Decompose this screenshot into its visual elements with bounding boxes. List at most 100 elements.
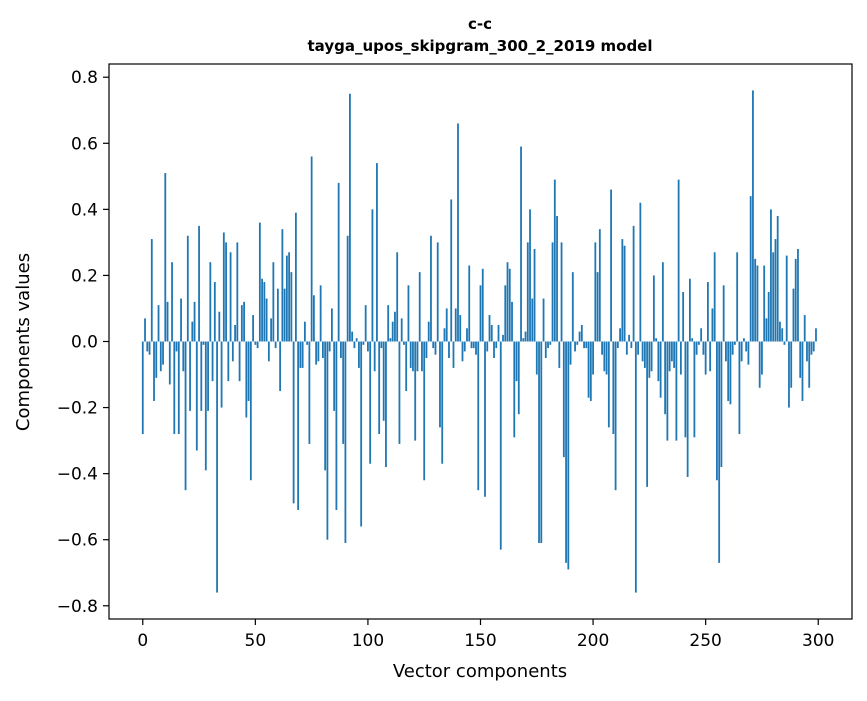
bar-53 (261, 278, 263, 342)
bar-295 (806, 341, 808, 362)
bar-52 (258, 222, 261, 342)
bar-207 (607, 341, 610, 428)
bar-264 (736, 252, 739, 342)
bar-76 (312, 295, 315, 342)
bar-289 (792, 288, 795, 342)
bar-269 (747, 341, 750, 365)
bar-226 (650, 341, 653, 372)
bar-85 (333, 341, 336, 411)
bar-50 (254, 341, 257, 345)
bar-284 (781, 328, 784, 342)
bar-276 (763, 265, 766, 342)
bar-133 (441, 341, 444, 464)
bar-211 (616, 341, 619, 349)
bar-147 (472, 341, 475, 349)
bar-5 (153, 341, 155, 401)
bar-112 (394, 311, 396, 342)
bar-98 (362, 341, 365, 345)
bar-283 (779, 321, 781, 342)
bar-189 (567, 341, 570, 570)
bar-69 (297, 341, 300, 510)
bar-296 (808, 341, 811, 388)
bar-159 (499, 341, 502, 550)
bar-108 (385, 341, 387, 468)
bar-292 (799, 341, 802, 378)
bar-261 (729, 341, 732, 405)
bar-199 (589, 341, 592, 401)
bar-102 (371, 209, 374, 342)
bar-128 (430, 235, 432, 342)
bar-158 (497, 324, 500, 342)
bar-2 (146, 341, 149, 352)
bar-140 (457, 123, 459, 342)
bar-234 (668, 341, 671, 372)
bar-194 (578, 331, 581, 342)
bar-49 (252, 315, 254, 342)
bar-179 (544, 341, 547, 359)
bar-21 (189, 341, 191, 411)
bar-68 (294, 212, 297, 342)
y-axis-label: Components values (13, 253, 34, 431)
bar-96 (358, 341, 360, 368)
bar-4 (150, 239, 153, 342)
bar-281 (774, 239, 777, 342)
bar-223 (643, 341, 646, 368)
bar-213 (621, 239, 624, 342)
bar-81 (324, 341, 327, 471)
bar-298 (812, 341, 815, 352)
bar-253 (711, 308, 714, 342)
bar-266 (740, 341, 743, 362)
bar-115 (400, 318, 403, 342)
bar-166 (515, 341, 518, 382)
bar-216 (628, 334, 630, 342)
bar-237 (675, 341, 678, 441)
bar-217 (630, 341, 633, 349)
bar-122 (416, 341, 419, 372)
bars-group (141, 90, 817, 593)
bar-20 (186, 235, 189, 342)
bar-168 (520, 146, 522, 342)
bar-246 (695, 341, 698, 355)
bar-58 (272, 262, 275, 342)
bar-176 (538, 341, 540, 544)
bar-186 (560, 242, 563, 342)
bar-36 (222, 232, 225, 342)
bar-18 (182, 341, 185, 372)
bar-78 (317, 341, 320, 362)
bar-282 (776, 215, 779, 342)
bar-171 (526, 242, 529, 342)
bar-94 (353, 341, 356, 349)
bar-259 (725, 341, 727, 362)
bar-129 (432, 341, 435, 349)
bar-87 (337, 182, 340, 342)
bar-62 (281, 229, 284, 342)
bar-256 (718, 341, 721, 563)
bar-183 (553, 179, 556, 342)
bar-268 (745, 341, 748, 352)
bar-65 (288, 252, 291, 342)
bar-210 (614, 341, 617, 491)
bar-293 (801, 341, 804, 401)
bar-95 (355, 338, 358, 342)
bar-267 (743, 338, 745, 342)
bar-286 (785, 255, 788, 342)
bar-8 (159, 341, 162, 372)
bar-180 (547, 341, 549, 349)
bar-60 (276, 288, 279, 342)
bar-34 (218, 311, 221, 342)
bar-103 (373, 341, 376, 372)
bar-119 (409, 341, 412, 368)
y-tick-label: 0.8 (71, 68, 98, 88)
bar-231 (661, 262, 664, 342)
bar-174 (533, 249, 536, 342)
bar-1 (144, 318, 146, 342)
bar-73 (306, 341, 309, 345)
bar-3 (148, 341, 151, 355)
bar-64 (285, 255, 288, 342)
bar-270 (749, 196, 752, 342)
bar-17 (180, 298, 182, 342)
bar-74 (308, 341, 311, 444)
bar-19 (184, 341, 187, 491)
bar-233 (666, 341, 669, 441)
bar-43 (238, 341, 241, 382)
